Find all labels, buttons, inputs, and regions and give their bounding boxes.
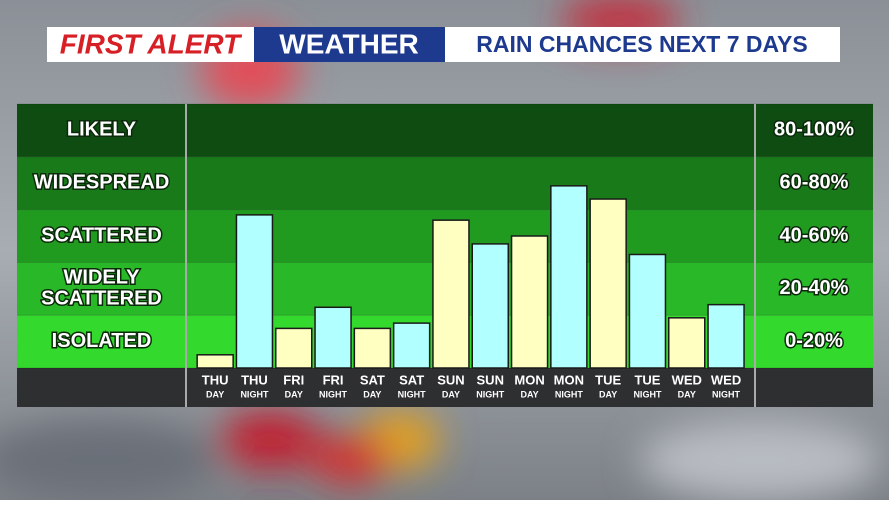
x-tick-sublabel: DAY: [599, 389, 617, 399]
band-label: SCATTERED: [41, 224, 162, 246]
x-tick-label: WED: [711, 372, 741, 387]
bar: [668, 317, 706, 369]
band-label: SCATTERED: [41, 288, 162, 310]
bar: [550, 185, 588, 369]
bar: [707, 303, 745, 369]
segment-box: [254, 27, 445, 62]
x-tick-sublabel: NIGHT: [476, 389, 505, 399]
range-label: 0-20%: [785, 330, 843, 352]
x-tick-sublabel: DAY: [285, 389, 303, 399]
brand-box: [47, 27, 254, 62]
x-tick-sublabel: DAY: [363, 389, 381, 399]
x-tick-label: TUE: [595, 372, 621, 387]
band-label: WIDESPREAD: [34, 171, 170, 193]
x-tick-label: TUE: [634, 372, 660, 387]
x-tick-label: MON: [514, 372, 544, 387]
bar: [353, 327, 392, 369]
x-label-row: [17, 368, 873, 407]
range-label: 80-100%: [774, 119, 854, 141]
brand: FIRST ALERT: [60, 28, 243, 59]
x-tick-sublabel: NIGHT: [712, 389, 741, 399]
band: [17, 156, 873, 210]
x-tick-sublabel: NIGHT: [555, 389, 584, 399]
band-label: WIDELY: [64, 267, 141, 289]
chart-title: RAIN CHANCES NEXT 7 DAYS: [476, 31, 807, 57]
x-tick-label: SAT: [360, 372, 385, 387]
bar: [196, 354, 234, 369]
band-label: LIKELY: [67, 119, 137, 141]
x-tick-sublabel: DAY: [520, 389, 538, 399]
x-tick-sublabel: DAY: [206, 389, 224, 399]
x-tick-sublabel: DAY: [442, 389, 460, 399]
x-tick-sublabel: DAY: [678, 389, 696, 399]
bar: [275, 327, 313, 369]
x-tick-sublabel: NIGHT: [319, 389, 348, 399]
bar: [392, 322, 431, 369]
x-tick-label: THU: [241, 372, 268, 387]
x-tick-sublabel: NIGHT: [633, 389, 662, 399]
bar: [510, 235, 549, 369]
range-label: 20-40%: [780, 277, 849, 299]
x-tick-label: SAT: [399, 372, 424, 387]
x-tick-label: FRI: [323, 372, 344, 387]
band: [17, 104, 873, 157]
x-tick-label: SUN: [477, 372, 504, 387]
bar: [589, 198, 627, 369]
title-bar: FIRST ALERT WEATHER RAIN CHANCES NEXT 7 …: [47, 27, 840, 62]
segment: WEATHER: [279, 28, 418, 59]
x-tick-label: MON: [554, 372, 584, 387]
bar: [432, 219, 470, 369]
bar: [314, 306, 352, 369]
band-label: ISOLATED: [52, 330, 152, 352]
range-label: 60-80%: [780, 171, 849, 193]
x-tick-label: SUN: [437, 372, 464, 387]
x-tick-label: WED: [672, 372, 702, 387]
x-tick-sublabel: NIGHT: [240, 389, 269, 399]
bar: [235, 214, 274, 369]
bar: [471, 243, 509, 369]
x-tick-label: FRI: [283, 372, 304, 387]
title-box: [445, 27, 840, 62]
bar: [628, 253, 667, 369]
x-tick-label: THU: [202, 372, 229, 387]
x-tick-sublabel: NIGHT: [398, 389, 427, 399]
range-label: 40-60%: [780, 224, 849, 246]
